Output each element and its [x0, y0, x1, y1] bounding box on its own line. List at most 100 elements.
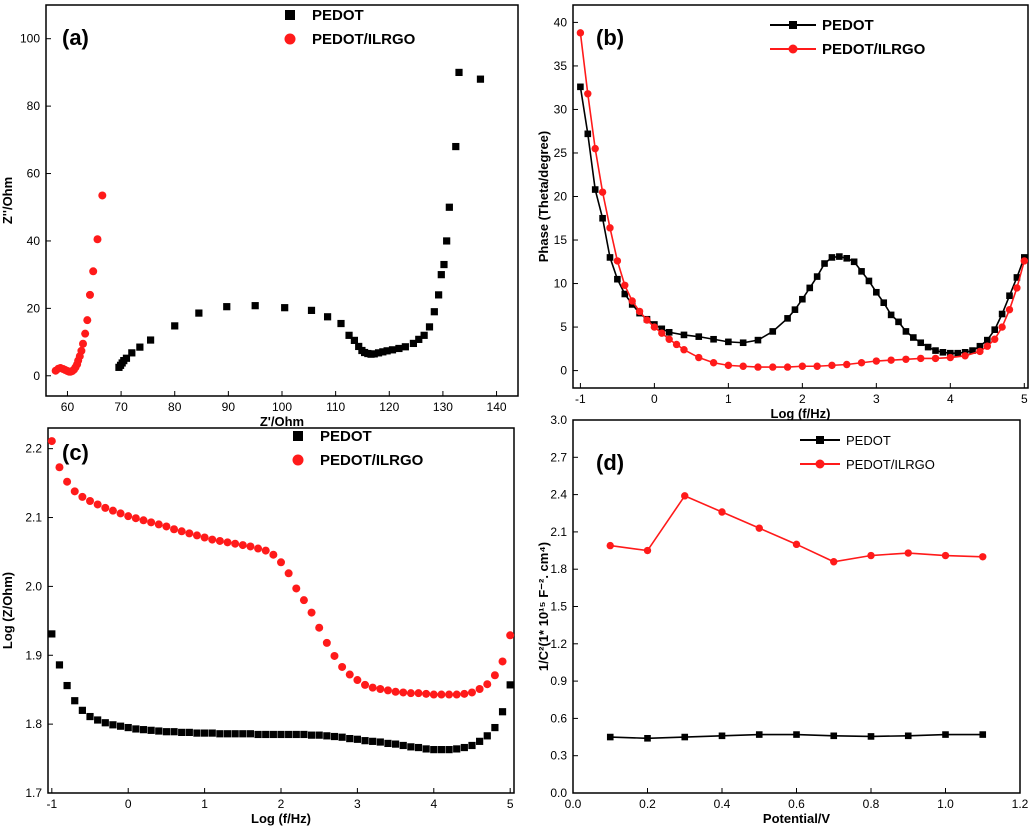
x-tick-label: 120	[379, 400, 399, 414]
data-point	[984, 336, 991, 344]
data-point	[455, 68, 463, 77]
data-point	[606, 254, 614, 261]
data-point	[355, 342, 363, 351]
data-point	[430, 308, 438, 316]
data-point	[460, 689, 469, 698]
data-point	[754, 363, 762, 371]
panel-c: -1 0 1 2 3 4 5 1.7 1.8 1.9 2.0 2.1 2.2 Log (f/Hz) Log …	[0, 427, 515, 826]
y-tick-label: 1.2	[550, 637, 567, 651]
y-tick-label: 35	[554, 59, 568, 73]
data-point	[724, 361, 733, 370]
data-point	[86, 497, 95, 505]
data-point	[437, 746, 446, 754]
data-point	[650, 323, 659, 331]
data-point	[330, 651, 339, 660]
data-point	[643, 546, 652, 555]
legend-marker	[292, 454, 304, 466]
y-axis-label: 1/C²(1* 10¹⁵ F⁻². cm⁴)	[536, 542, 551, 671]
data-point	[415, 335, 423, 343]
series-pedot-ilrgo	[576, 29, 1029, 371]
data-point	[813, 273, 821, 280]
series-line	[579, 86, 1026, 354]
data-point	[443, 237, 451, 245]
data-point	[122, 354, 131, 362]
y-tick-label: 0.0	[550, 786, 567, 800]
legend-text: PEDOT	[312, 7, 364, 24]
data-point	[783, 363, 792, 371]
data-point	[384, 739, 392, 748]
data-point	[338, 733, 346, 741]
data-point	[208, 535, 217, 544]
data-point	[430, 746, 438, 754]
data-point	[277, 558, 285, 567]
data-point	[739, 362, 747, 370]
legend-marker	[285, 10, 295, 20]
data-point	[718, 508, 726, 516]
data-point	[201, 729, 209, 737]
data-point	[171, 322, 179, 330]
x-tick-label: 5	[507, 797, 514, 811]
data-point	[350, 336, 359, 344]
data-point	[376, 738, 384, 746]
data-point	[483, 680, 492, 689]
data-point	[991, 326, 999, 333]
data-point	[420, 331, 428, 339]
data-point	[63, 681, 71, 690]
data-point	[917, 354, 925, 363]
data-point	[725, 338, 732, 346]
plot-frame	[572, 4, 1029, 389]
data-point	[315, 623, 324, 632]
data-point	[262, 730, 270, 739]
data-point	[192, 531, 201, 540]
data-point	[576, 29, 585, 37]
data-point	[621, 281, 629, 289]
data-point	[231, 730, 239, 738]
y-axis-label: Log (Z/Ohm)	[0, 572, 15, 649]
x-tick-label: 2	[799, 392, 806, 406]
data-point	[86, 712, 94, 721]
x-axis-label: Potential/V	[763, 811, 831, 826]
data-point	[643, 316, 651, 324]
data-point	[867, 733, 875, 740]
x-tick-label: 0.6	[788, 797, 805, 811]
x-tick-label: 1.2	[1012, 797, 1029, 811]
data-point	[628, 297, 636, 305]
data-point	[813, 362, 821, 370]
data-point	[379, 348, 387, 356]
x-tick-label: 0	[125, 797, 132, 811]
data-point	[621, 290, 629, 298]
panel-a: 60 70 80 90 100 110 120 130 140020406080100Z'/Oh…	[0, 4, 519, 429]
data-point	[806, 284, 814, 292]
plot-frame	[47, 427, 515, 794]
data-point	[401, 343, 409, 351]
x-axis-label: Z'/Ohm	[260, 414, 304, 429]
data-point	[414, 689, 423, 698]
x-tick-label: 4	[947, 392, 954, 406]
y-tick-label: 2.1	[25, 511, 42, 525]
data-point	[695, 333, 703, 340]
data-point	[904, 549, 912, 557]
data-point	[47, 437, 56, 446]
data-point	[81, 329, 90, 338]
data-point	[979, 553, 987, 561]
data-point	[246, 730, 255, 738]
x-tick-label: 0.8	[863, 797, 880, 811]
data-point	[917, 339, 925, 347]
data-point	[269, 730, 277, 739]
panel-b: -1 0 1 2 3 4 5 0 5 10 15 20 25 30 35 40 Log (f/Hz) Phase …	[536, 4, 1029, 421]
x-tick-label: 80	[168, 400, 182, 414]
data-point	[383, 347, 391, 355]
x-tick-label: 0.2	[639, 797, 656, 811]
data-point	[139, 516, 148, 525]
x-axis-label: Log (f/Hz)	[771, 406, 831, 421]
data-point	[680, 346, 688, 354]
data-point	[836, 253, 843, 260]
legend-entry: PEDOT	[800, 433, 891, 448]
data-point	[124, 723, 132, 732]
data-point	[215, 536, 224, 545]
data-point	[281, 304, 289, 312]
data-point	[1020, 257, 1029, 265]
data-point	[584, 130, 592, 138]
data-point	[902, 328, 910, 335]
data-point	[1005, 305, 1014, 314]
